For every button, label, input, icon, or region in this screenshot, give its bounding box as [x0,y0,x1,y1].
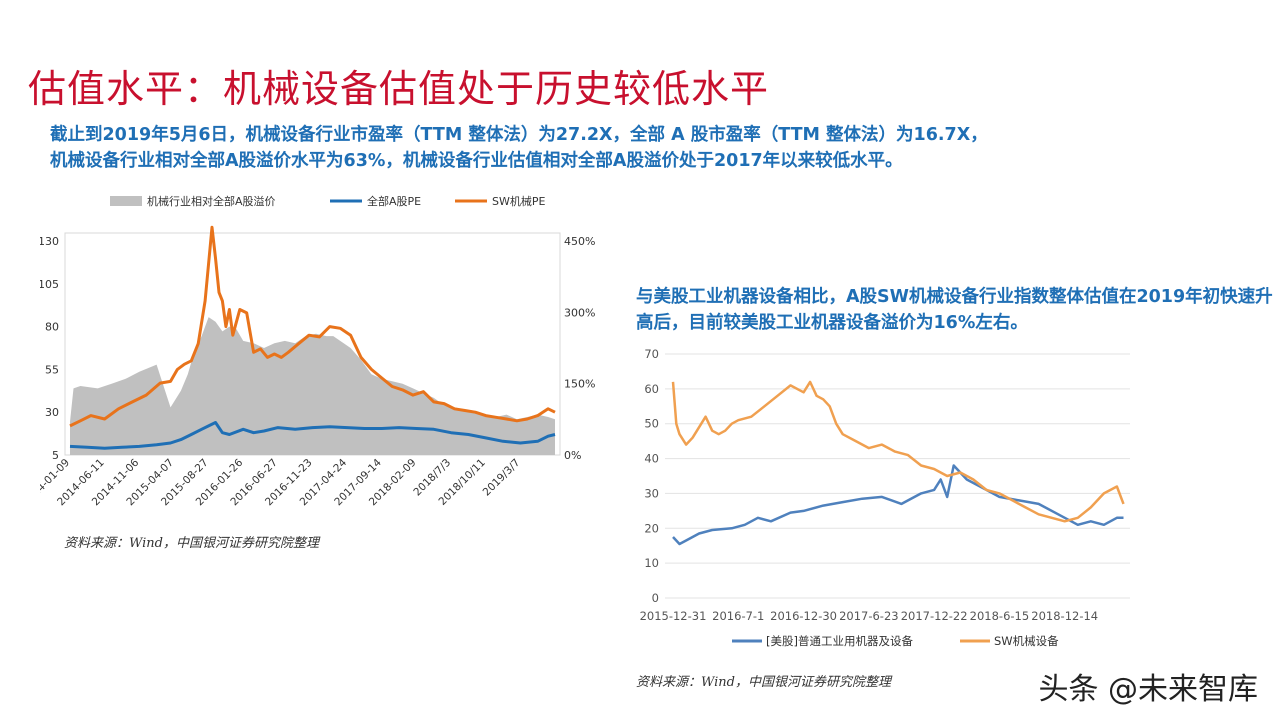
comparison-text: 与美股工业机器设备相比，A股SW机械设备行业指数整体估值在2019年初快速升高后… [636,287,1273,333]
right-axis-tick: 450% [564,235,595,248]
left-chart-legend: 机械行业相对全部A股溢价 全部A股PE SW机械PE [110,194,545,208]
x-axis-tick: 2019/3/7 [481,457,523,499]
y-axis-tick: 0 [652,591,659,605]
legend-label-a-pe: 全部A股PE [367,194,421,208]
left-axis-tick: 105 [40,278,59,291]
sw-machinery-pe-line [69,225,556,428]
watermark: 头条 @未来智库 [1038,672,1258,707]
legend-label-us: [美股]普通工业用机器及设备 [766,634,913,648]
left-axis-tick: 30 [45,406,59,419]
left-axis-tick: 80 [45,321,59,334]
x-axis-tick: 2016-7-1 [712,609,764,623]
y-axis-tick: 50 [644,417,659,431]
right-source-note: 资料来源：Wind，中国银河证券研究院整理 [636,675,891,690]
a-share-pe-line [69,421,556,450]
us-machinery-pe-line [672,464,1124,546]
y-axis-tick: 60 [644,382,659,396]
right-axis-tick: 300% [564,306,595,319]
right-chart: 70 60 50 40 30 20 10 0 2015-12-31 2016-7-1 2016-12… [640,347,1130,648]
legend-label-sw: SW机械设备 [994,634,1059,648]
page-title: 估值水平：机械设备估值处于历史较低水平 [28,67,770,111]
legend-swatch-premium [110,196,142,206]
left-axis-tick: 130 [40,235,59,248]
summary-line-2: 机械设备行业相对全部A股溢价水平为63%，机械设备行业估值相对全部A股溢价处于2… [50,151,903,171]
x-axis-tick: 2017-6-23 [839,609,899,623]
x-axis-tick: 2017-12-22 [901,609,968,623]
right-chart-legend: [美股]普通工业用机器及设备 SW机械设备 [732,634,1059,648]
x-axis-tick: 2015-12-31 [640,609,707,623]
x-axis-tick: 2018-6-15 [970,609,1030,623]
y-axis-tick: 70 [644,347,659,361]
y-axis-tick: 40 [644,452,659,466]
summary-line-1: 截止到2019年5月6日，机械设备行业市盈率（TTM 整体法）为27.2X，全部… [50,125,988,145]
left-chart: 机械行业相对全部A股溢价 全部A股PE SW机械PE 130 105 80 55 30 5… [40,194,595,508]
left-source-note: 资料来源：Wind，中国银河证券研究院整理 [64,536,319,551]
y-axis-tick: 30 [644,486,659,500]
left-axis-tick: 55 [45,363,59,376]
sw-machinery-line [671,380,1125,523]
premium-area [70,317,555,455]
x-axis-tick: 2016-12-30 [770,609,837,623]
summary-text: 截止到2019年5月6日，机械设备行业市盈率（TTM 整体法）为27.2X，全部… [50,122,1260,174]
right-axis-tick: 150% [564,378,595,391]
right-axis-tick: 0% [564,449,581,462]
legend-label-sw-pe: SW机械PE [492,194,545,208]
legend-label-premium: 机械行业相对全部A股溢价 [147,194,276,208]
x-axis-tick: 2018-12-14 [1031,609,1098,623]
left-axis-tick: 5 [52,449,59,462]
y-axis-tick: 10 [644,556,659,570]
y-axis-tick: 20 [644,521,659,535]
